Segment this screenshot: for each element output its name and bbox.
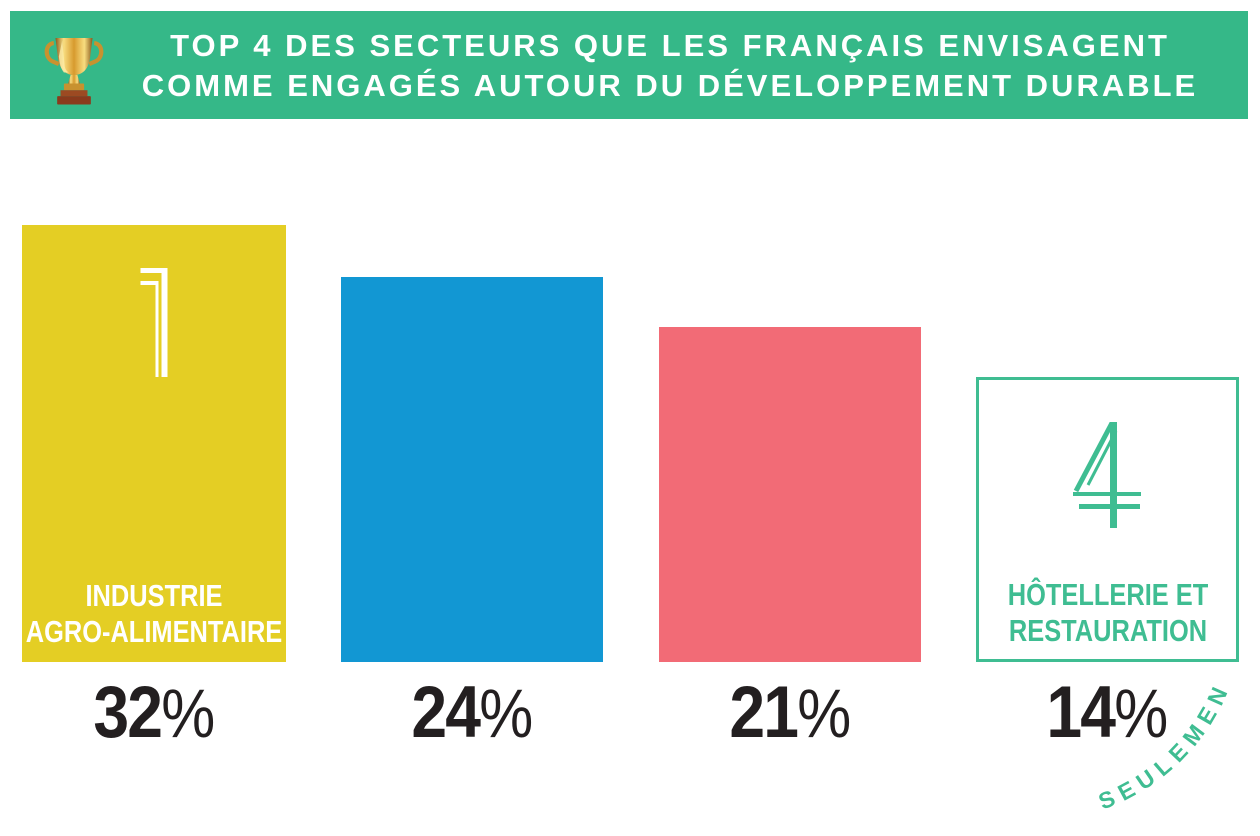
value-label-1: 32% (22, 668, 286, 758)
bar-industrie-agro-alimentaire: INDUSTRIE AGRO-ALIMENTAIRE (22, 225, 286, 662)
bar-4-label-line-2: RESTAURATION (1008, 613, 1207, 648)
header-banner: TOP 4 DES SECTEURS QUE LES FRANÇAIS ENVI… (10, 11, 1248, 119)
value-4-number: 14 (1046, 672, 1117, 753)
value-label-3: 21% (659, 668, 921, 758)
bar-1-label-line-2: AGRO-ALIMENTAIRE (25, 614, 283, 649)
value-4-percent-sign: % (1114, 675, 1169, 752)
value-1-number: 32 (93, 672, 163, 753)
header-title: TOP 4 DES SECTEURS QUE LES FRANÇAIS ENVI… (106, 26, 1248, 106)
rank-4-numeral (1072, 422, 1141, 528)
bar-1-label-line-1: INDUSTRIE (85, 578, 223, 613)
bar-4-label: HÔTELLERIE ET RESTAURATION (1007, 577, 1208, 649)
bar-rank-2 (341, 277, 603, 662)
title-line-2: COMME ENGAGÉS AUTOUR DU DÉVELOPPEMENT DU… (141, 68, 1199, 103)
value-label-4: 14% (976, 668, 1239, 758)
bar-hotellerie-restauration: HÔTELLERIE ET RESTAURATION (976, 377, 1239, 662)
value-2-percent-sign: % (478, 675, 533, 752)
value-1-percent-sign: % (160, 675, 215, 752)
bar-4-label-line-1: HÔTELLERIE ET (1007, 577, 1208, 612)
bar-1-label: INDUSTRIE AGRO-ALIMENTAIRE (26, 578, 283, 650)
value-3-percent-sign: % (796, 675, 851, 752)
bar-rank-3 (659, 327, 921, 662)
value-2-number: 24 (411, 672, 481, 753)
value-3-number: 21 (729, 672, 799, 753)
rank-1-numeral (140, 268, 168, 377)
value-label-2: 24% (341, 668, 603, 758)
trophy-icon (44, 38, 104, 105)
title-line-1: TOP 4 DES SECTEURS QUE LES FRANÇAIS ENVI… (170, 28, 1170, 63)
